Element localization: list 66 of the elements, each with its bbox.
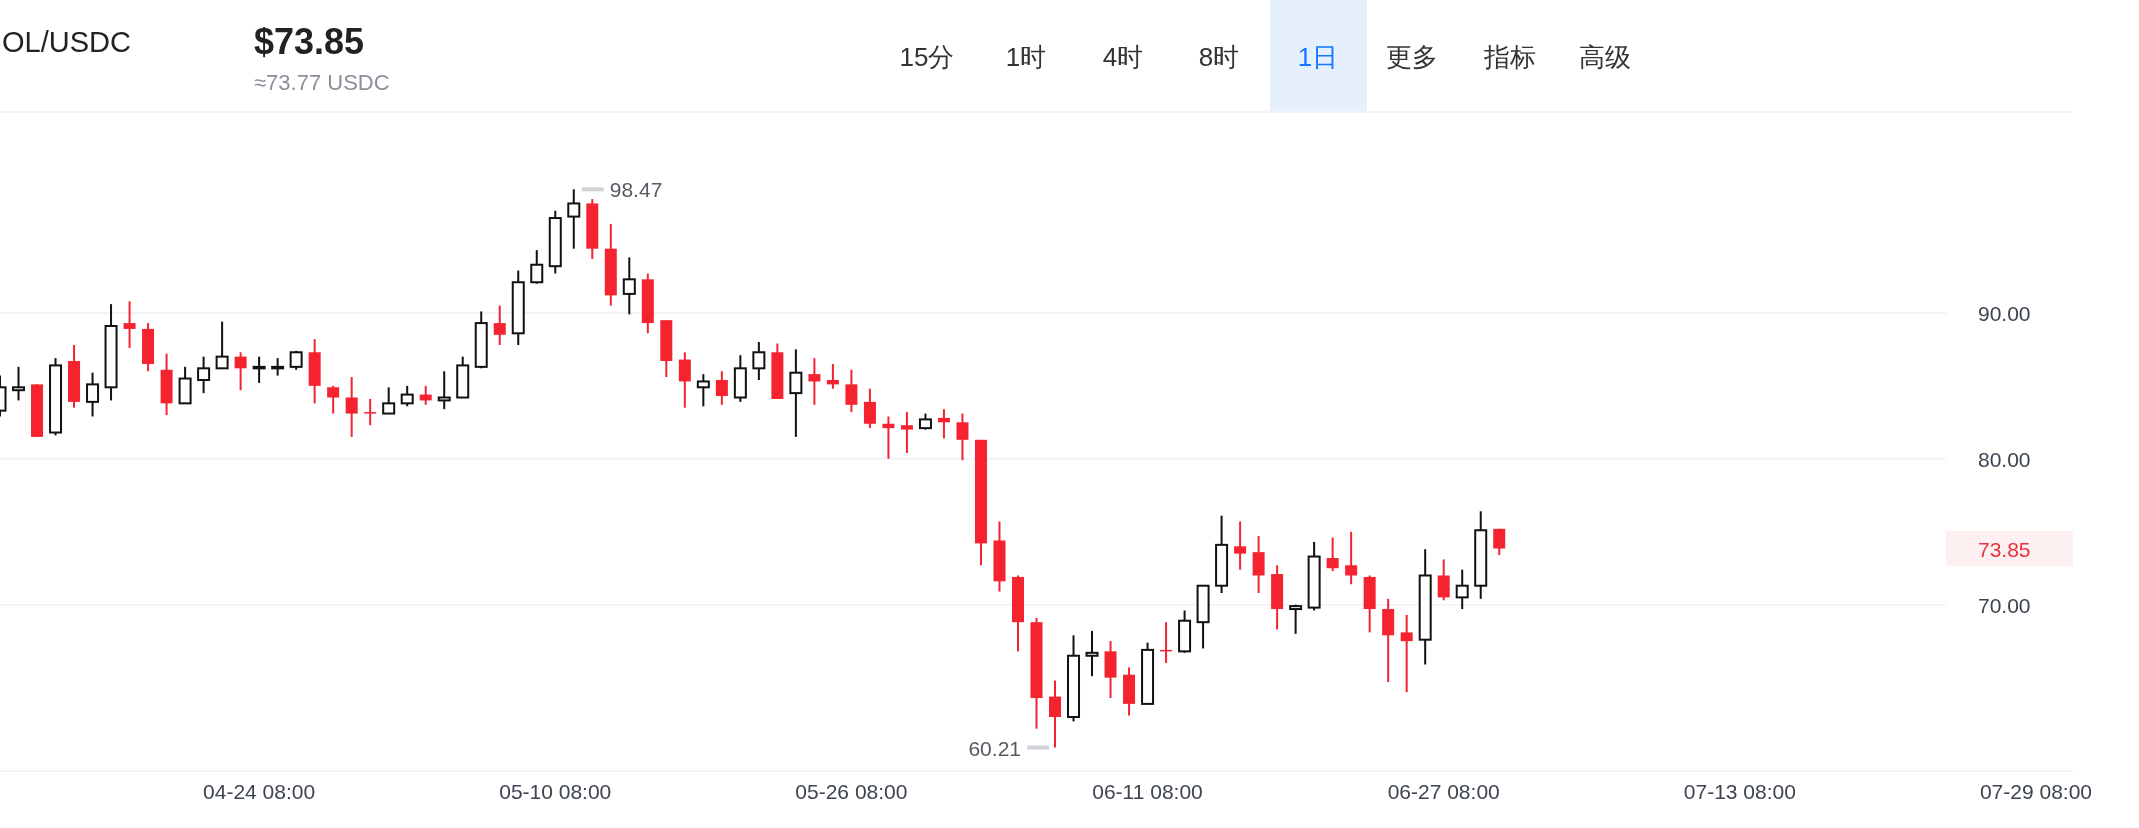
candlestick [197, 355, 211, 395]
candlestick [1326, 536, 1339, 573]
text: 1时 [1005, 42, 1047, 72]
x-tick-label: 05-10 08:00 [499, 780, 612, 803]
x-tick-label: 06-27 08:00 [1387, 780, 1500, 803]
candlestick [826, 362, 839, 390]
candlestick [400, 384, 414, 408]
x-tick-label: 06-11 08:00 [1092, 780, 1203, 803]
candlestick [382, 386, 396, 415]
candlestick [1289, 603, 1303, 635]
candlestick [1493, 527, 1506, 557]
text: 指标 [1483, 42, 1536, 72]
chart-title: OL/USDC [2, 26, 131, 58]
candlestick [696, 373, 710, 408]
candlestick [715, 370, 728, 406]
candlestick [1345, 530, 1358, 586]
candlestick [12, 365, 26, 402]
ref-line-label: 73.85 [1978, 537, 2031, 561]
x-tick-label: 07-13 08:00 [1683, 780, 1796, 803]
candlestick [1085, 629, 1099, 678]
candlestick [215, 320, 229, 370]
candlestick [863, 387, 876, 430]
annotation: 98.47 [581, 178, 663, 202]
y-tick-label: 70.00 [1978, 593, 2031, 617]
annotation: 98.47 [609, 178, 663, 202]
candlestick [752, 341, 766, 381]
annotation: 60.21 [968, 736, 1022, 760]
text: ≈73.77 USDC [254, 70, 390, 95]
candlestick [622, 256, 636, 316]
candlestick [808, 357, 821, 406]
candlestick [493, 304, 506, 346]
candlestick [845, 368, 858, 414]
candlestick [900, 411, 913, 454]
candlestick [123, 300, 136, 349]
text: 8时 [1198, 42, 1240, 72]
annotation: 60.21 [968, 736, 1049, 760]
y-tick-label: 90.00 [1978, 301, 2031, 325]
candlestick [956, 412, 969, 462]
candlestick [86, 371, 100, 418]
x-tick-label: 07-29 08:00 [1979, 780, 2093, 803]
candlestick [1252, 535, 1265, 594]
x-tick-label: 05-26 08:00 [795, 780, 908, 803]
candlestick [789, 348, 803, 438]
candlestick [1455, 568, 1469, 611]
text: 高级 [1579, 42, 1631, 72]
text: 更多 [1386, 42, 1438, 72]
candlestick [1234, 520, 1247, 571]
candlestick [1400, 613, 1413, 694]
candlestick [1437, 558, 1450, 602]
chart-subtitle: $73.85 [254, 21, 365, 62]
candlestick [327, 384, 340, 415]
candlestick [345, 376, 358, 438]
y-tick-label: 80.00 [1978, 447, 2031, 471]
candlestick [567, 188, 581, 250]
text: 4时 [1102, 42, 1144, 72]
candlestick [937, 408, 950, 440]
candlestick [678, 351, 691, 409]
x-tick-label: 04-24 08:00 [203, 780, 316, 803]
candlestick [882, 415, 895, 460]
candlestick [234, 351, 247, 392]
candlestick [530, 249, 544, 285]
text: 15分 [899, 42, 955, 72]
candlestick [252, 355, 266, 384]
candlestick [364, 397, 377, 427]
text: 1日 [1297, 42, 1339, 72]
candlestick [1049, 679, 1062, 749]
